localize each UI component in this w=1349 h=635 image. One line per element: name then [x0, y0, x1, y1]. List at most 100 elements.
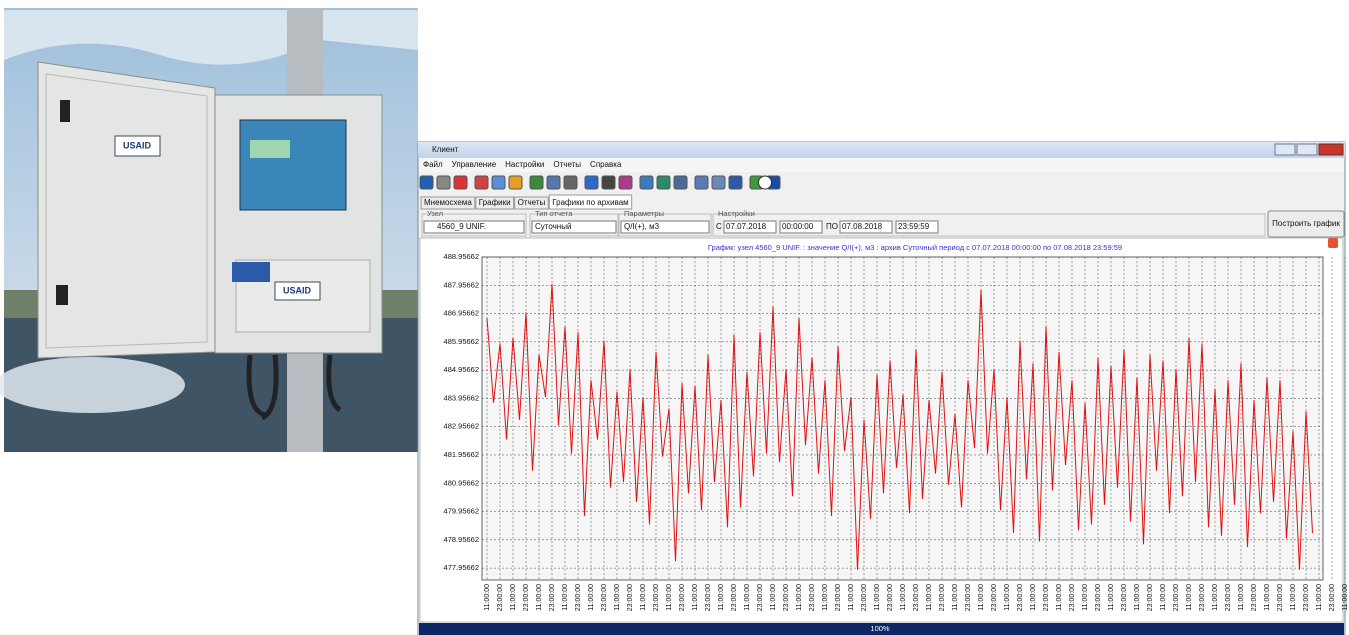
toolbar-button[interactable]	[492, 176, 505, 189]
toolbar-button[interactable]	[454, 176, 467, 189]
toolbar-button[interactable]	[729, 176, 742, 189]
x-tick-label: 11:00:00	[900, 584, 907, 611]
screen: USAID USAID Клиент Файл Управление Настрой…	[0, 0, 1349, 635]
x-tick-label: 11:00:00	[1212, 584, 1219, 611]
toolbar-button[interactable]	[509, 176, 522, 189]
photo: USAID USAID	[0, 8, 418, 452]
x-tick-label: 11:00:00	[666, 584, 673, 611]
x-tick-label: 11:00:00	[1108, 584, 1115, 611]
x-tick-label: 11:00:00	[952, 584, 959, 611]
toolbar-button[interactable]	[564, 176, 577, 189]
toolbar-button[interactable]	[674, 176, 687, 189]
y-tick-label: 478.95662	[444, 535, 479, 544]
toolbar-button[interactable]	[547, 176, 560, 189]
y-tick-label: 477.95662	[444, 563, 479, 572]
toolbar-button[interactable]	[640, 176, 653, 189]
toolbar-button[interactable]	[530, 176, 543, 189]
x-tick-label: 11:00:00	[614, 584, 621, 611]
tab-label: Графики	[479, 198, 511, 207]
x-tick-label: 11:00:00	[718, 584, 725, 611]
to-label: ПО	[826, 222, 838, 231]
tab-label: Мнемосхема	[424, 198, 472, 207]
menu-item[interactable]: Управление	[452, 160, 497, 169]
tab-label: Отчеты	[518, 198, 546, 207]
x-tick-label: 23:00:00	[1329, 584, 1336, 611]
toolbar-button[interactable]	[475, 176, 488, 189]
x-tick-label: 11:00:00	[536, 584, 543, 611]
x-tick-label: 11:00:00	[1316, 584, 1323, 611]
x-tick-label: 11:00:00	[1030, 584, 1037, 611]
status-text: 100%	[870, 624, 890, 633]
maximize-button[interactable]	[1297, 144, 1317, 155]
x-tick-label: 23:00:00	[1199, 584, 1206, 611]
menu-item[interactable]: Настройки	[505, 160, 544, 169]
x-tick-label: 11:00:00	[562, 584, 569, 611]
x-tick-label: 23:00:00	[939, 584, 946, 611]
x-tick-label: 23:00:00	[1225, 584, 1232, 611]
group-label: Узел	[427, 209, 443, 218]
x-tick-label: 11:00:00	[1290, 584, 1297, 611]
y-tick-label: 488.95662	[444, 252, 479, 261]
toolbar-button[interactable]	[657, 176, 670, 189]
x-tick-label: 11:00:00	[744, 584, 751, 611]
toolbar-button[interactable]	[695, 176, 708, 189]
x-tick-label: 11:00:00	[1264, 584, 1271, 611]
x-tick-label: 11:00:00	[926, 584, 933, 611]
from-label: С	[716, 222, 722, 231]
x-tick-label: 23:00:00	[1251, 584, 1258, 611]
x-tick-label: 23:00:00	[1017, 584, 1024, 611]
x-tick-label: 23:00:00	[575, 584, 582, 611]
x-tick-label: 23:00:00	[887, 584, 894, 611]
x-tick-label: 23:00:00	[1121, 584, 1128, 611]
x-tick-label: 23:00:00	[731, 584, 738, 611]
x-tick-label: 23:00:00	[1095, 584, 1102, 611]
toolbar-button[interactable]	[585, 176, 598, 189]
x-tick-label: 11:00:00	[1238, 584, 1245, 611]
group-label: Тип отчета	[535, 209, 573, 218]
chart-close[interactable]	[1328, 238, 1338, 248]
x-tick-label: 23:00:00	[1173, 584, 1180, 611]
x-tick-label: 11:00:00	[1342, 584, 1349, 611]
x-tick-label: 23:00:00	[783, 584, 790, 611]
menu-item[interactable]: Справка	[590, 160, 622, 169]
y-tick-label: 484.95662	[444, 365, 479, 374]
window-title: Клиент	[432, 145, 459, 154]
to-date-text: 07.08.2018	[842, 222, 883, 231]
from-time-text: 00:00:00	[782, 222, 814, 231]
menu-item[interactable]: Отчеты	[553, 160, 581, 169]
x-tick-label: 23:00:00	[757, 584, 764, 611]
x-tick-label: 23:00:00	[1069, 584, 1076, 611]
toolbar-button[interactable]	[619, 176, 632, 189]
minimize-button[interactable]	[1275, 144, 1295, 155]
toolbar-button[interactable]	[712, 176, 725, 189]
toolbar-button[interactable]	[420, 176, 433, 189]
x-tick-label: 23:00:00	[913, 584, 920, 611]
x-tick-label: 11:00:00	[822, 584, 829, 611]
x-tick-label: 11:00:00	[1160, 584, 1167, 611]
menu-item[interactable]: Файл	[423, 160, 443, 169]
x-tick-label: 11:00:00	[1186, 584, 1193, 611]
x-tick-label: 11:00:00	[1004, 584, 1011, 611]
x-tick-label: 23:00:00	[1277, 584, 1284, 611]
y-tick-label: 487.95662	[444, 280, 479, 289]
close-button[interactable]	[1319, 144, 1343, 155]
y-tick-label: 480.95662	[444, 478, 479, 487]
x-tick-label: 11:00:00	[848, 584, 855, 611]
toolbar-button[interactable]	[437, 176, 450, 189]
x-tick-label: 23:00:00	[653, 584, 660, 611]
build-button-label: Построить график	[1272, 219, 1340, 228]
toolbar-button[interactable]	[602, 176, 615, 189]
x-tick-label: 11:00:00	[484, 584, 491, 611]
chart-title: График: узел 4560_9 UNIF. : значение Q/I…	[708, 243, 1122, 252]
x-tick-label: 23:00:00	[1043, 584, 1050, 611]
x-tick-label: 11:00:00	[1134, 584, 1141, 611]
x-tick-label: 23:00:00	[965, 584, 972, 611]
toolbar-button[interactable]	[759, 176, 772, 189]
x-tick-label: 23:00:00	[835, 584, 842, 611]
x-tick-label: 23:00:00	[991, 584, 998, 611]
x-tick-label: 11:00:00	[978, 584, 985, 611]
app-window: Клиент Файл Управление Настройки Отчеты Спра…	[418, 142, 1349, 635]
x-tick-label: 23:00:00	[809, 584, 816, 611]
x-tick-label: 11:00:00	[770, 584, 777, 611]
x-tick-label: 11:00:00	[692, 584, 699, 611]
